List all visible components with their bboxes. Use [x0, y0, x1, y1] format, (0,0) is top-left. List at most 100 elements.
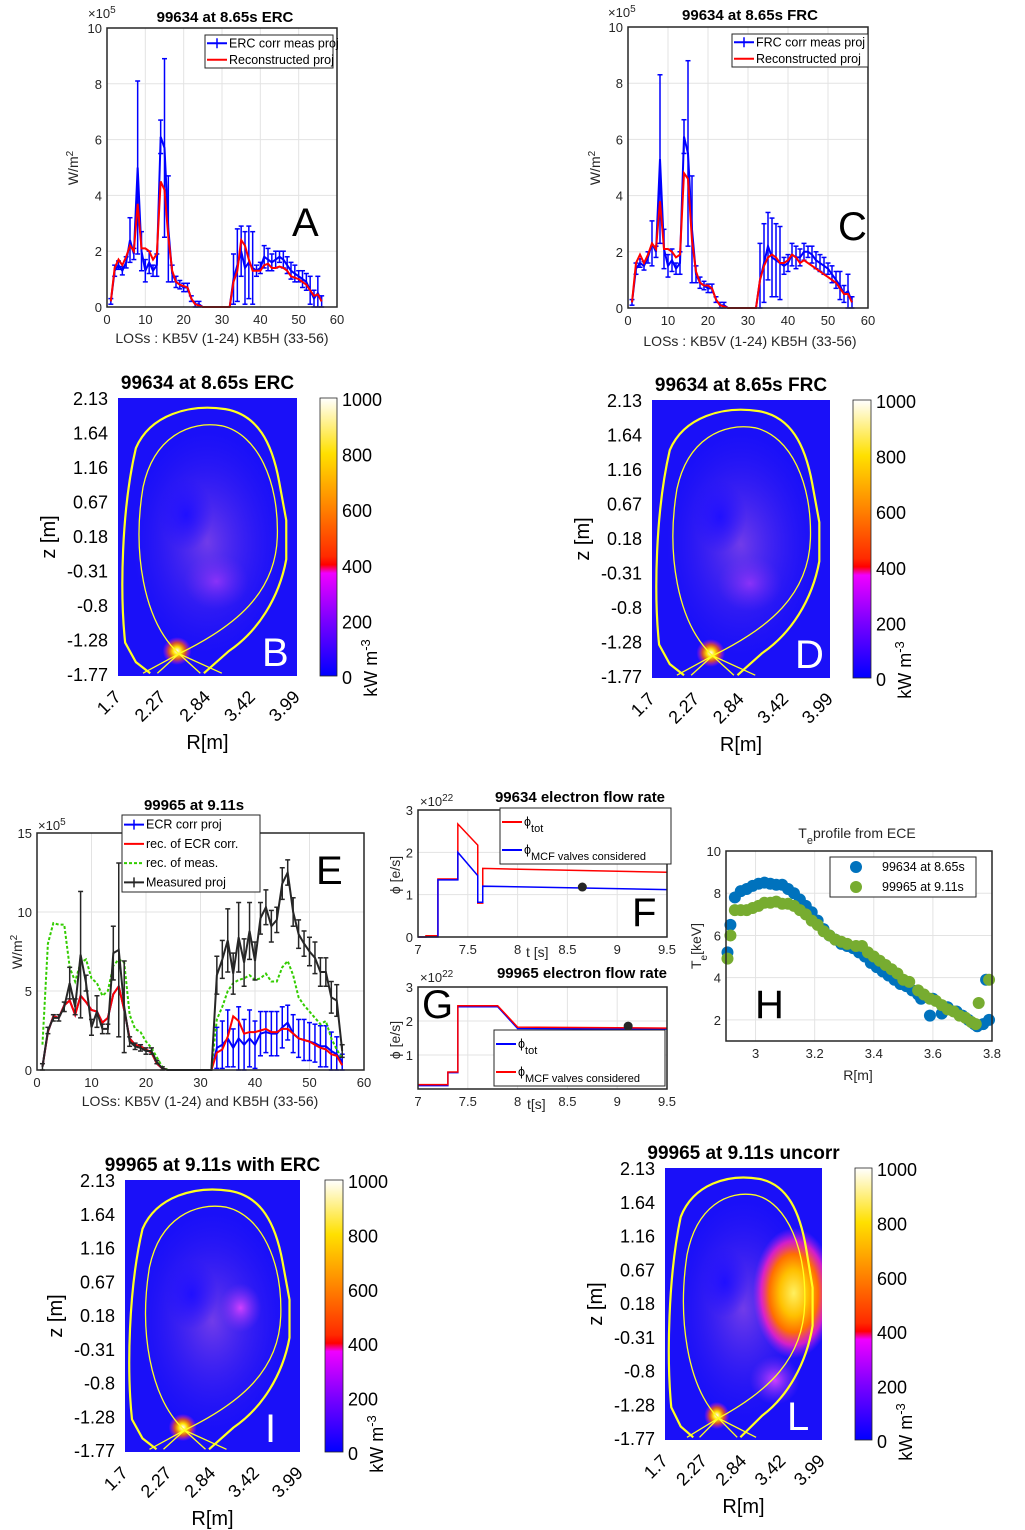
- colorbar-tick-label: 200: [342, 612, 372, 632]
- y-axis-label: ϕ [e/s]: [387, 856, 403, 894]
- x-tick-label: 3.4: [865, 1046, 883, 1061]
- colorbar-tick-label: 800: [348, 1226, 378, 1246]
- y-axis-label: W/m2: [9, 934, 26, 969]
- x-tick-label: 20: [701, 313, 715, 328]
- emissivity-map: [118, 398, 297, 676]
- y-axis-label-sup: 2: [9, 934, 20, 940]
- x-tick-label: 1.7: [627, 689, 659, 721]
- y-axis-label-rest: [keV]: [688, 923, 704, 955]
- x-tick-label: 50: [291, 312, 305, 327]
- y-tick-label: 15: [18, 826, 32, 841]
- panel-letter: B: [262, 631, 289, 675]
- legend-marker: [850, 861, 862, 873]
- plasma-core: [692, 480, 747, 553]
- x-axis-label: LOSs : KB5V (1-24) KB5H (33-56): [115, 330, 328, 346]
- y-tick-label: 1.64: [620, 1193, 655, 1213]
- colorbar-tick-label: 400: [876, 559, 906, 579]
- colorbar: [324, 1179, 344, 1453]
- x-tick-label: 40: [248, 1075, 262, 1090]
- x-tick-label: 7: [414, 1094, 421, 1109]
- chart-title: Teprofile from ECE: [798, 825, 915, 847]
- emission-hotspot: [752, 1227, 822, 1359]
- y-tick-label: 0.18: [607, 529, 642, 549]
- map-title: 99965 at 9.11s with ERC: [105, 1155, 321, 1176]
- y-tick-label: 2.13: [620, 1159, 655, 1179]
- colorbar-tick-label: 800: [876, 448, 906, 468]
- legend-label-sub: tot: [531, 823, 543, 835]
- y-tick-label: 10: [88, 21, 102, 36]
- x-axis-label: R[m]: [186, 732, 228, 754]
- y-tick-label: -1.28: [74, 1407, 115, 1427]
- map-title: 99965 at 9.11s uncorr: [647, 1143, 840, 1164]
- legend-label: Measured proj: [146, 875, 226, 889]
- axis-exponent: 5: [630, 4, 636, 15]
- colorbar-tick-label: 800: [342, 446, 372, 466]
- plasma-core: [701, 1246, 749, 1318]
- x-tick-label: 2.27: [131, 687, 170, 726]
- chart-title: 99965 electron flow rate: [497, 965, 667, 982]
- y-tick-label: -0.31: [67, 562, 108, 582]
- y-axis-label: z [m]: [585, 1282, 607, 1325]
- y-tick-label: 0.67: [607, 495, 642, 515]
- x-tick-label: 2.84: [180, 1463, 219, 1502]
- x-axis-label: R[m]: [722, 1496, 764, 1518]
- y-tick-label: -1.77: [601, 667, 642, 687]
- x-tick-label: 60: [357, 1075, 371, 1090]
- y-axis-label: Te[keV]: [688, 923, 710, 969]
- x-tick-label: 40: [253, 312, 267, 327]
- x-tick-label: 20: [176, 312, 190, 327]
- legend-label-sub: MCF valves considered: [531, 851, 646, 863]
- chart-title-rest: profile from ECE: [813, 825, 916, 841]
- x-tick-label: 7.5: [459, 942, 477, 957]
- legend-label: ECR corr proj: [146, 818, 222, 832]
- y-tick-label: 8: [714, 886, 721, 901]
- y-tick-label: -1.28: [67, 631, 108, 651]
- emission-spot: [717, 555, 782, 612]
- axis-exponent: 5: [110, 5, 116, 16]
- colorbar-tick-label: 1000: [877, 1160, 917, 1180]
- legend-box: [204, 34, 334, 69]
- axis-exponent: 22: [442, 969, 454, 980]
- y-axis-label: ϕ [e/s]: [387, 1021, 403, 1059]
- y-tick-label: 3: [406, 803, 413, 818]
- time-marker: [577, 882, 587, 892]
- chart-title: 99634 at 8.65s ERC: [157, 9, 294, 26]
- x-tick-label: 10: [661, 313, 675, 328]
- y-tick-label: 0.67: [73, 493, 108, 513]
- separatrix-contour: [683, 1194, 804, 1437]
- scatter-point: [724, 918, 737, 931]
- x-tick-label: 3.42: [224, 1463, 263, 1502]
- colorbar-tick-label: 0: [876, 670, 886, 690]
- legend: ECR corr proj rec. of ECR corr. rec. of me…: [121, 814, 261, 893]
- x-tick-label: 50: [302, 1075, 316, 1090]
- y-tick-label: 1.16: [607, 460, 642, 480]
- x-tick-label: 3.99: [798, 689, 837, 728]
- series-line: [418, 1004, 668, 1086]
- x-tick-label: 9.5: [658, 1094, 676, 1109]
- y-axis-label: z [m]: [572, 517, 594, 560]
- legend-label: 99634 at 8.65s: [882, 860, 965, 874]
- x-tick-label: 30: [741, 313, 755, 328]
- panel-b: 99634 at 8.65s ERC 2.13 1.64 1.16 0.67 0.18 -0…: [38, 373, 382, 754]
- x-tick-label: 9: [614, 942, 621, 957]
- y-tick-label: -1.28: [614, 1395, 655, 1415]
- axis-exponent: 5: [60, 817, 66, 828]
- x-tick-label: 30: [193, 1075, 207, 1090]
- colorbar-tick-label: 0: [342, 668, 352, 688]
- separatrix-contour: [139, 425, 277, 673]
- y-tick-label: 8: [616, 76, 623, 91]
- colorbar-label-sup: -3: [358, 639, 373, 651]
- x-tick-label: 3.8: [983, 1046, 1001, 1061]
- x-tick-label: 7: [414, 942, 421, 957]
- y-tick-label: 2: [714, 1013, 721, 1028]
- x-tick-label: 60: [330, 312, 344, 327]
- axis-exponent: 22: [442, 793, 454, 804]
- x-tick-label: 2.84: [175, 687, 214, 726]
- y-tick-label: 1.16: [620, 1227, 655, 1247]
- axes-frame: [725, 850, 993, 1042]
- legend-label: ERC corr meas proj: [229, 36, 339, 50]
- scatter-point: [983, 1013, 996, 1026]
- panel-e: 0 10 20 30 40 50 60 0 5 10 15 99965 at 9.11s ×105 LOS…: [9, 797, 372, 1109]
